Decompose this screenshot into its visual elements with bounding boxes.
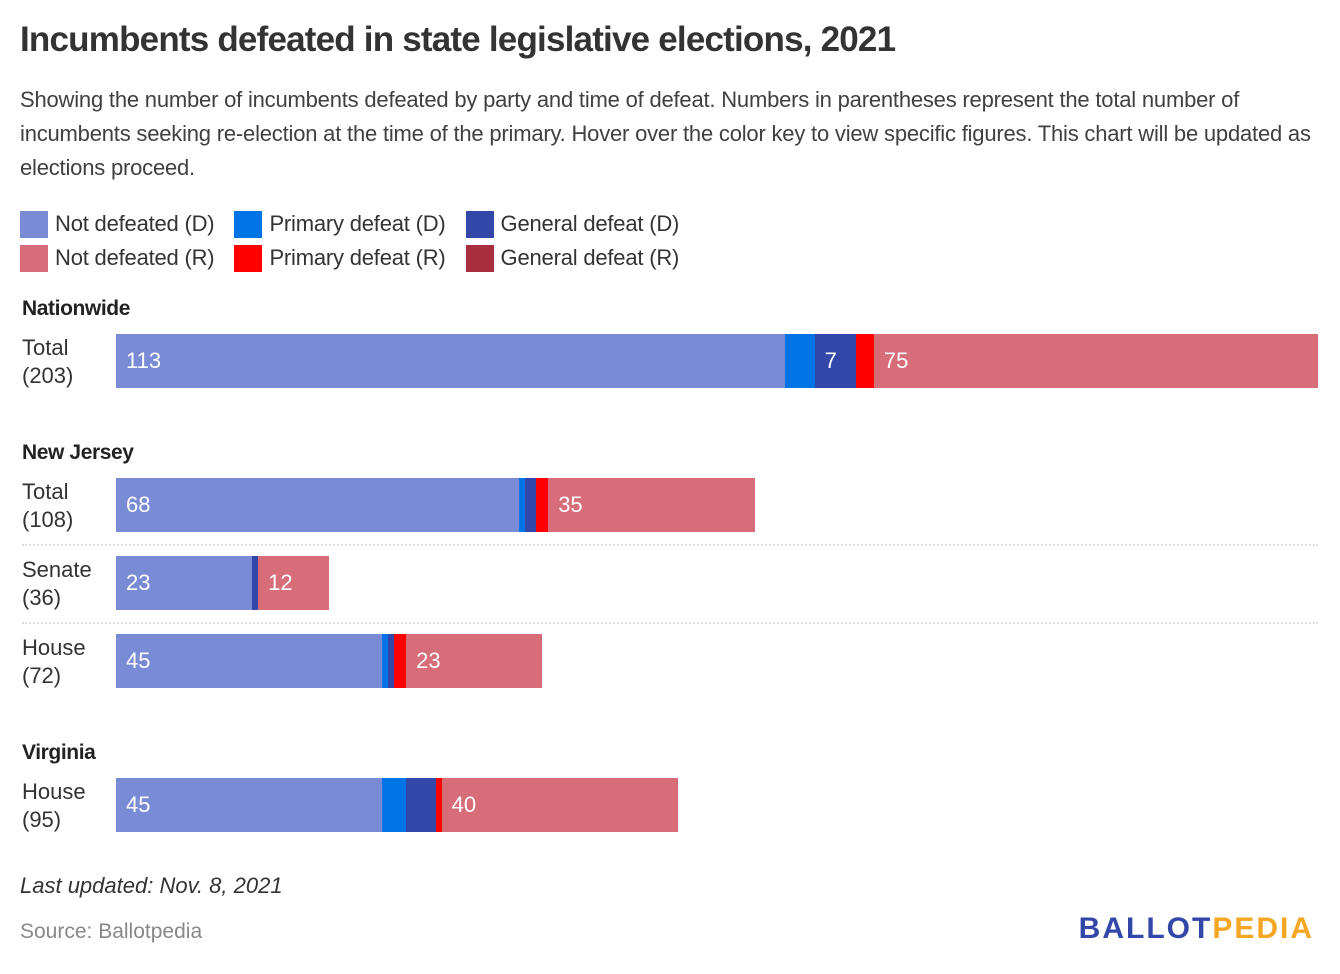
- legend-item-general-defeat-r[interactable]: General defeat (R): [465, 244, 680, 272]
- bar-segment-primary-defeat-d[interactable]: [785, 334, 815, 388]
- bar-segment-not-defeated-d[interactable]: 68: [116, 478, 519, 532]
- bar-segment-not-defeated-r[interactable]: 23: [406, 634, 543, 688]
- row-label-name: House: [22, 779, 86, 804]
- legend-swatch: [20, 210, 48, 238]
- bar-segment-not-defeated-d[interactable]: 113: [116, 334, 786, 388]
- stacked-bar: 113 7 75: [116, 334, 1318, 388]
- logo-part-ballot: BALLOT: [1078, 912, 1213, 945]
- bar-segment-general-defeat-d[interactable]: [388, 634, 395, 688]
- bar-segment-not-defeated-d[interactable]: 45: [116, 634, 383, 688]
- data-label: 40: [451, 792, 477, 817]
- bar-segment-primary-defeat-r[interactable]: [394, 634, 407, 688]
- bar-segment-not-defeated-r[interactable]: 40: [441, 778, 679, 832]
- legend: Not defeated (D) Primary defeat (D) Gene…: [20, 207, 780, 275]
- group-title: New Jersey: [22, 441, 134, 464]
- bar-segment-primary-defeat-d[interactable]: [382, 634, 389, 688]
- bar-segment-general-defeat-d[interactable]: [524, 478, 537, 532]
- legend-swatch: [465, 210, 494, 238]
- bar-segment-general-defeat-d[interactable]: 7: [814, 334, 857, 388]
- data-label: 68: [126, 492, 151, 517]
- legend-swatch: [234, 244, 263, 272]
- row-label: Total (203): [22, 334, 73, 390]
- legend-label: Primary defeat (D): [269, 211, 446, 236]
- legend-label: Primary defeat (R): [269, 245, 446, 270]
- row-label-name: Total: [22, 479, 69, 504]
- row-divider: [22, 622, 1318, 624]
- row-label-name: House: [22, 635, 86, 660]
- bar-segment-primary-defeat-d[interactable]: [382, 778, 407, 832]
- row-label-total: (95): [22, 807, 62, 832]
- group-title: Virginia: [22, 741, 96, 764]
- row-label-total: (72): [22, 663, 62, 688]
- source-note: Source: Ballotpedia: [20, 920, 203, 943]
- stacked-bar: 45 23: [116, 634, 543, 688]
- stacked-bar: 45 40: [116, 778, 679, 832]
- bar-segment-not-defeated-d[interactable]: 45: [116, 778, 383, 832]
- bar-segment-general-defeat-d[interactable]: [252, 556, 259, 610]
- row-label: Total (108): [22, 478, 73, 534]
- legend-label: General defeat (D): [500, 211, 680, 236]
- bar-segment-primary-defeat-r[interactable]: [536, 478, 549, 532]
- legend-item-general-defeat-d[interactable]: General defeat (D): [465, 210, 680, 238]
- legend-row-republican: Not defeated (R) Primary defeat (R) Gene…: [20, 241, 780, 275]
- row-label: Senate (36): [22, 556, 92, 612]
- bar-segment-primary-defeat-r[interactable]: [856, 334, 874, 388]
- bar-segment-general-defeat-d[interactable]: [406, 778, 436, 832]
- row-label-total: (36): [22, 585, 62, 610]
- stacked-bar: 23 12: [116, 556, 330, 610]
- legend-item-not-defeated-d[interactable]: Not defeated (D): [20, 210, 215, 238]
- bar-segment-not-defeated-r[interactable]: 12: [258, 556, 330, 610]
- data-label: 113: [126, 348, 162, 373]
- data-label: 7: [824, 348, 837, 373]
- data-label: 35: [558, 492, 583, 517]
- legend-item-not-defeated-r[interactable]: Not defeated (R): [20, 244, 215, 272]
- bar-segment-not-defeated-r[interactable]: 75: [873, 334, 1318, 388]
- legend-item-primary-defeat-d[interactable]: Primary defeat (D): [234, 210, 446, 238]
- group-title: Nationwide: [22, 297, 131, 320]
- legend-label: Not defeated (D): [55, 211, 215, 236]
- bar-segment-primary-defeat-r[interactable]: [435, 778, 442, 832]
- ballotpedia-logo: BALLOTPEDIA: [1079, 912, 1314, 946]
- legend-label: Not defeated (R): [55, 245, 215, 270]
- row-label-name: Senate: [22, 557, 92, 582]
- legend-row-democrat: Not defeated (D) Primary defeat (D) Gene…: [20, 207, 780, 241]
- legend-swatch: [234, 210, 263, 238]
- row-label: House (72): [22, 634, 86, 690]
- data-label: 23: [126, 570, 151, 595]
- stacked-bar: 68 35: [116, 478, 756, 532]
- row-divider: [22, 544, 1318, 546]
- bar-segment-not-defeated-r[interactable]: 35: [548, 478, 756, 532]
- legend-label: General defeat (R): [500, 245, 680, 270]
- bar-segment-primary-defeat-d[interactable]: [518, 478, 525, 532]
- row-label-name: Total: [22, 335, 69, 360]
- bar-segment-not-defeated-d[interactable]: 23: [116, 556, 253, 610]
- data-label: 75: [883, 348, 909, 373]
- legend-swatch: [20, 244, 48, 272]
- data-label: 45: [126, 792, 151, 817]
- legend-item-primary-defeat-r[interactable]: Primary defeat (R): [234, 244, 446, 272]
- row-label: House (95): [22, 778, 86, 834]
- last-updated: Last updated: Nov. 8, 2021: [20, 873, 283, 898]
- row-label-total: (203): [22, 363, 74, 388]
- data-label: 45: [126, 648, 151, 673]
- data-label: 12: [268, 570, 293, 595]
- chart-subtitle: Showing the number of incumbents defeate…: [20, 87, 1311, 180]
- legend-swatch: [465, 244, 494, 272]
- chart-title: Incumbents defeated in state legislative…: [20, 20, 896, 59]
- row-label-total: (108): [22, 507, 74, 532]
- logo-part-pedia: PEDIA: [1212, 912, 1314, 945]
- data-label: 23: [416, 648, 441, 673]
